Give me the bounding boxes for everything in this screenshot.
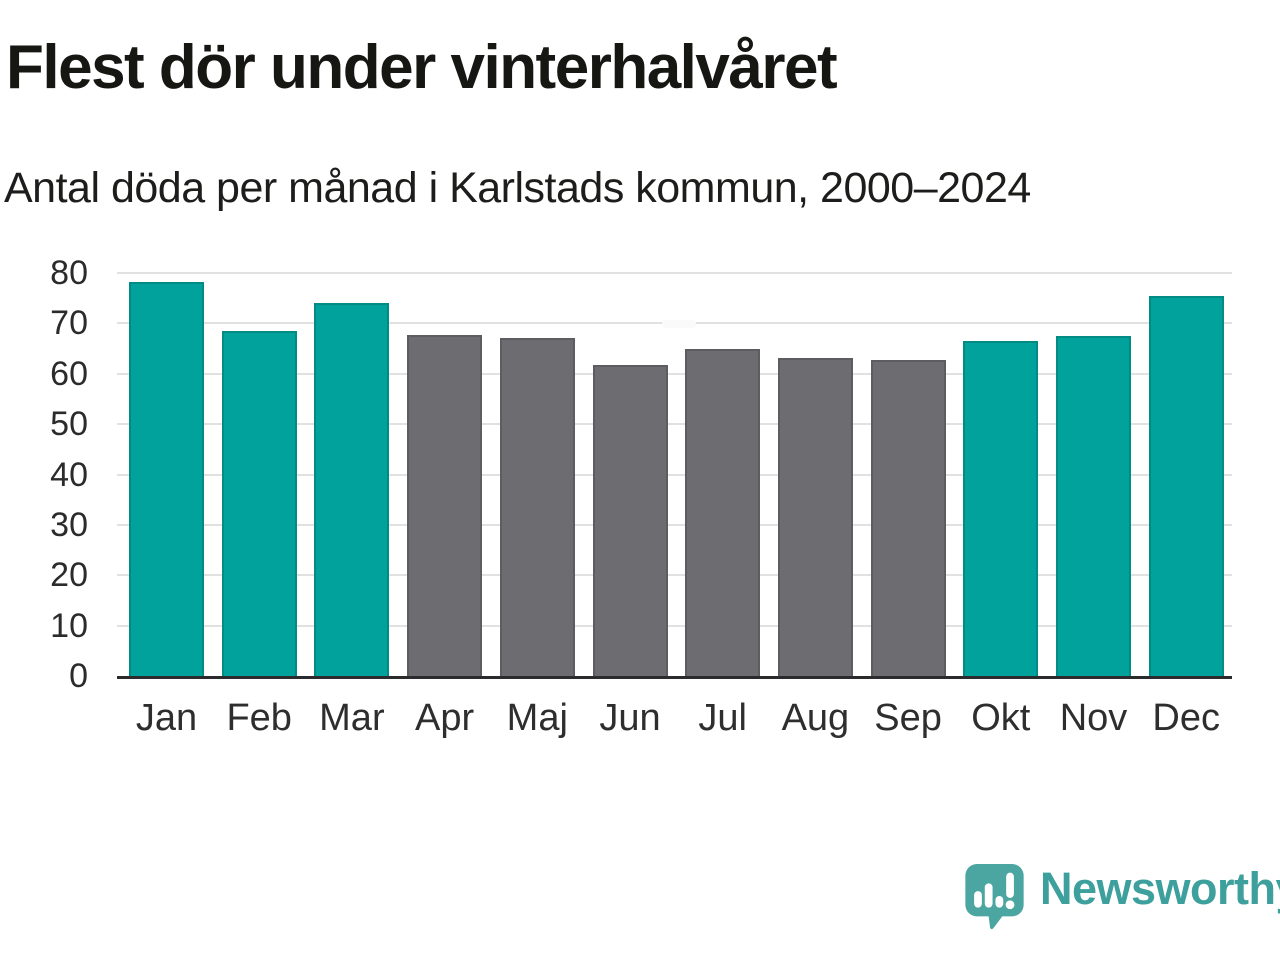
y-tick-label-60: 60 <box>50 354 88 393</box>
x-tick-label-apr: Apr <box>415 697 475 739</box>
gridline-80 <box>117 272 1232 274</box>
gridline-10 <box>117 624 1232 627</box>
y-tick-label-50: 50 <box>50 405 88 444</box>
y-tick-label-70: 70 <box>50 304 88 343</box>
x-tick-label-jun: Jun <box>599 697 661 739</box>
logo-exclamation-dot <box>1005 900 1015 910</box>
bar-apr <box>407 335 483 676</box>
x-tick-label-mar: Mar <box>319 697 385 739</box>
chart-title: Flest dör under vinterhalvåret <box>6 33 838 102</box>
gridline-60 <box>117 372 1232 375</box>
bar-nov <box>1056 336 1131 676</box>
y-axis: 0 10 20 30 40 50 60 70 80 <box>0 256 88 693</box>
y-tick-label-40: 40 <box>50 455 88 494</box>
gridline-highlight-notch <box>662 320 696 329</box>
x-tick-label-nov: Nov <box>1059 697 1128 739</box>
bar-maj <box>499 337 575 676</box>
bar-jul <box>685 348 761 676</box>
x-tick-label-aug: Aug <box>781 697 850 739</box>
logo-bar-3 <box>995 896 1004 908</box>
y-tick-label-30: 30 <box>50 505 88 544</box>
brand-name: Newsworthy <box>1040 863 1280 914</box>
x-tick-label-sep: Sep <box>874 697 942 739</box>
gridline-30 <box>117 523 1232 526</box>
plot-area <box>117 272 1232 676</box>
y-tick-label-20: 20 <box>50 556 88 595</box>
y-tick-label-80: 80 <box>50 254 88 292</box>
gridline-40 <box>117 473 1232 476</box>
logo-bar-2 <box>984 883 993 908</box>
bar-jan <box>129 282 204 676</box>
chart-subtitle: Antal döda per månad i Karlstads kommun,… <box>4 164 1031 212</box>
x-axis-baseline <box>117 676 1232 679</box>
bar-feb <box>221 330 297 676</box>
bar-okt <box>963 340 1039 676</box>
gridline-50 <box>117 423 1232 426</box>
bar-aug <box>777 358 853 676</box>
y-tick-label-0: 0 <box>69 657 88 695</box>
gridline-20 <box>117 574 1232 577</box>
brand-footer: Newsworthy <box>963 862 1280 932</box>
bar-sep <box>870 360 946 676</box>
newsworthy-bar-chart-bubble-icon <box>965 863 1024 930</box>
x-tick-label-maj: Maj <box>506 697 568 739</box>
x-axis: Jan Feb Mar Apr Maj Jun Jul Aug Sep Okt Nov Dec <box>117 697 1232 748</box>
bar-jun <box>592 365 668 676</box>
y-tick-label-10: 10 <box>50 606 88 645</box>
x-tick-label-jul: Jul <box>698 697 747 739</box>
x-tick-label-okt: Okt <box>971 697 1031 739</box>
bar-dec <box>1148 296 1224 676</box>
logo-exclamation-stem <box>1006 872 1014 898</box>
x-tick-label-feb: Feb <box>226 697 292 739</box>
x-tick-label-dec: Dec <box>1152 697 1220 739</box>
bar-mar <box>314 302 390 676</box>
x-tick-label-jan: Jan <box>135 697 198 739</box>
logo-bar-1 <box>974 891 982 908</box>
